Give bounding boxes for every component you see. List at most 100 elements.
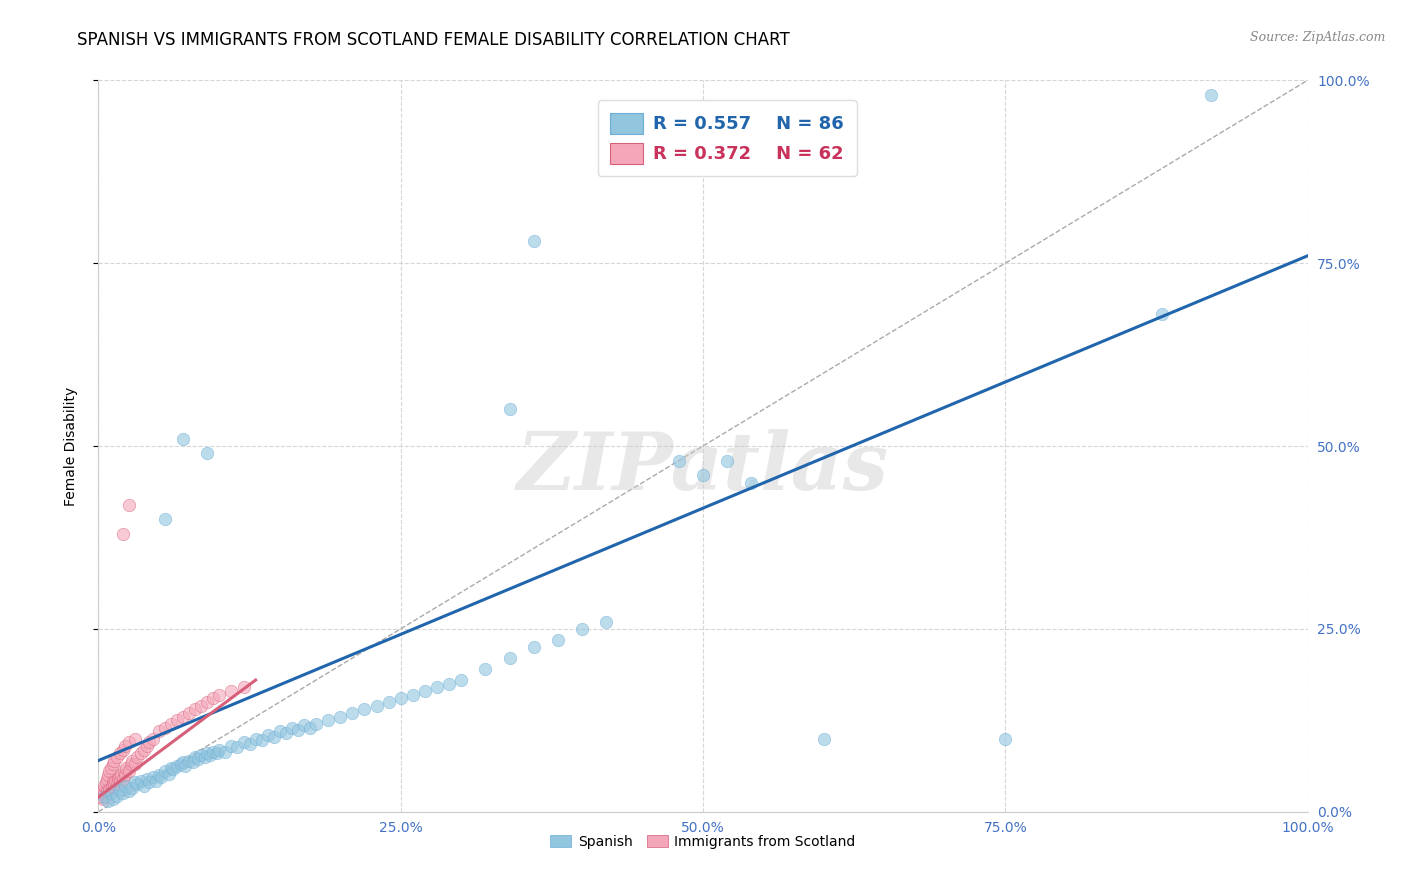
Point [121,781,143,796]
Point [232,681,254,695]
Point [190,747,212,762]
Point [114,779,136,793]
Point [105,777,128,791]
Point [195,746,218,760]
Point [316,714,339,728]
Point [97,794,120,808]
Point [184,749,207,764]
Point [153,512,176,526]
Point [450,673,472,687]
Point [124,775,146,789]
Point [571,622,593,636]
Point [208,742,231,756]
Point [169,757,191,772]
Point [342,706,364,720]
Point [353,702,375,716]
Point [97,787,120,801]
Point [114,768,136,782]
Point [153,764,176,779]
Point [366,698,388,713]
Point [402,688,425,702]
Point [98,764,121,779]
Point [226,740,249,755]
Point [523,234,546,248]
Point [108,770,131,784]
Point [668,453,690,467]
Point [305,717,328,731]
Point [172,709,194,723]
Point [104,774,127,789]
Point [389,691,412,706]
Point [94,790,117,805]
Point [108,782,131,797]
Point [190,698,212,713]
Point [118,784,141,798]
Text: ZIPatlas: ZIPatlas [517,429,889,507]
Point [148,768,170,782]
Point [101,775,124,789]
Point [112,764,135,779]
Point [142,770,165,784]
Point [172,755,194,769]
Point [138,735,160,749]
Point [98,782,121,797]
Point [101,757,124,772]
Point [127,777,149,791]
Point [105,749,128,764]
Point [179,706,201,720]
Y-axis label: Female Disability: Female Disability [63,386,77,506]
Point [148,724,170,739]
Point [299,721,322,735]
Point [118,764,141,779]
Point [96,772,118,786]
Legend: Spanish, Immigrants from Scotland: Spanish, Immigrants from Scotland [543,828,863,856]
Point [692,468,714,483]
Point [195,446,218,460]
Point [100,787,122,801]
Point [90,790,112,805]
Point [179,754,201,768]
Point [107,772,129,786]
Point [377,695,399,709]
Point [121,754,143,768]
Point [716,453,738,467]
Point [105,789,128,803]
Point [523,640,546,655]
Point [232,735,254,749]
Point [994,731,1017,746]
Point [100,787,122,801]
Point [101,791,124,805]
Point [740,475,762,490]
Point [103,777,125,791]
Point [91,787,114,801]
Point [1152,307,1174,321]
Point [292,718,315,732]
Point [184,702,207,716]
Point [153,721,176,735]
Point [274,725,297,739]
Point [498,651,520,665]
Point [263,730,285,744]
Point [91,782,114,797]
Point [115,761,138,775]
Point [239,738,262,752]
Point [250,733,273,747]
Point [93,779,115,793]
Point [281,721,304,735]
Point [547,632,569,647]
Point [118,498,141,512]
Point [124,757,146,772]
Point [129,746,152,760]
Point [91,791,114,805]
Point [813,731,835,746]
Text: SPANISH VS IMMIGRANTS FROM SCOTLAND FEMALE DISABILITY CORRELATION CHART: SPANISH VS IMMIGRANTS FROM SCOTLAND FEMA… [77,31,790,49]
Point [100,779,122,793]
Point [93,790,115,805]
Point [474,662,496,676]
Point [138,775,160,789]
Point [97,768,120,782]
Point [595,615,617,629]
Point [142,731,165,746]
Point [93,787,115,801]
Point [157,766,180,780]
